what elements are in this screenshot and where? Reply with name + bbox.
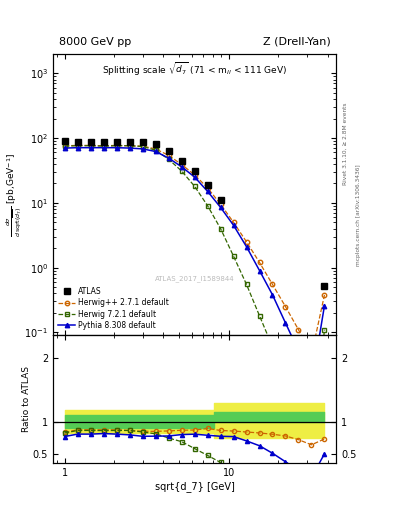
Text: ATLAS_2017_I1589844: ATLAS_2017_I1589844 [155,275,234,282]
Herwig++ 2.7.1 default [218,201,223,207]
Text: Splitting scale $\sqrt{d_7}$ (71 < m$_{ll}$ < 111 GeV): Splitting scale $\sqrt{d_7}$ (71 < m$_{l… [102,61,287,78]
Herwig++ 2.7.1 default [231,219,236,225]
Herwig++ 2.7.1 default [179,161,184,167]
Herwig++ 2.7.1 default [114,142,119,148]
Herwig 7.2.1 default [101,143,106,149]
Herwig++ 2.7.1 default [205,185,210,191]
Pythia 8.308 default [218,204,223,210]
Herwig 7.2.1 default [205,203,210,209]
Herwig 7.2.1 default [270,344,275,350]
Pythia 8.308 default [179,164,184,170]
Herwig++ 2.7.1 default [153,146,158,152]
Herwig++ 2.7.1 default [192,172,197,178]
Pythia 8.308 default [296,348,301,354]
Pythia 8.308 default [257,267,262,273]
Pythia 8.308 default [114,144,119,151]
Herwig++ 2.7.1 default [140,143,145,149]
Herwig 7.2.1 default [296,414,301,420]
Text: Rivet 3.1.10, ≥ 2.8M events: Rivet 3.1.10, ≥ 2.8M events [343,102,348,185]
Herwig 7.2.1 default [114,143,119,149]
Pythia 8.308 default [192,174,197,180]
Herwig++ 2.7.1 default [88,142,93,148]
Pythia 8.308 default [205,188,210,195]
Pythia 8.308 default [75,144,80,151]
Pythia 8.308 default [62,145,67,151]
Herwig++ 2.7.1 default [127,143,132,149]
Pythia 8.308 default [270,292,275,298]
Herwig 7.2.1 default [62,143,67,149]
Herwig++ 2.7.1 default [322,292,327,298]
Y-axis label: $\frac{d\sigma}{d\,\mathrm{sqrt}(\overline{d_{7}})}$ [pb,GeV$^{-1}$]: $\frac{d\sigma}{d\,\mathrm{sqrt}(\overli… [4,153,23,237]
Pythia 8.308 default [309,381,314,387]
Pythia 8.308 default [322,303,327,309]
Pythia 8.308 default [140,146,145,152]
Pythia 8.308 default [244,244,249,250]
Herwig++ 2.7.1 default [62,143,67,149]
Pythia 8.308 default [101,144,106,151]
Herwig 7.2.1 default [322,327,327,333]
Line: Herwig++ 2.7.1 default: Herwig++ 2.7.1 default [62,143,327,357]
Herwig 7.2.1 default [153,147,158,153]
Herwig 7.2.1 default [231,253,236,259]
Pythia 8.308 default [153,148,158,155]
Herwig 7.2.1 default [309,452,314,458]
Herwig 7.2.1 default [257,313,262,319]
Herwig 7.2.1 default [192,183,197,189]
Herwig 7.2.1 default [283,377,288,383]
X-axis label: sqrt{d_7} [GeV]: sqrt{d_7} [GeV] [154,481,235,492]
Herwig++ 2.7.1 default [270,282,275,288]
Legend: ATLAS, Herwig++ 2.7.1 default, Herwig 7.2.1 default, Pythia 8.308 default: ATLAS, Herwig++ 2.7.1 default, Herwig 7.… [57,286,171,332]
Herwig 7.2.1 default [140,143,145,150]
Text: Z (Drell-Yan): Z (Drell-Yan) [263,37,331,47]
Herwig 7.2.1 default [244,282,249,288]
Herwig++ 2.7.1 default [244,239,249,245]
Herwig++ 2.7.1 default [257,260,262,266]
Herwig 7.2.1 default [166,156,171,162]
Herwig 7.2.1 default [179,168,184,174]
Herwig++ 2.7.1 default [101,143,106,149]
Pythia 8.308 default [127,145,132,151]
Y-axis label: Ratio to ATLAS: Ratio to ATLAS [22,367,31,432]
Herwig 7.2.1 default [75,143,80,149]
Herwig 7.2.1 default [127,143,132,149]
Pythia 8.308 default [231,222,236,228]
Herwig++ 2.7.1 default [296,327,301,333]
Herwig 7.2.1 default [88,143,93,149]
Herwig++ 2.7.1 default [75,142,80,148]
Herwig 7.2.1 default [218,226,223,232]
Pythia 8.308 default [166,155,171,161]
Text: 8000 GeV pp: 8000 GeV pp [59,37,131,47]
Line: Herwig 7.2.1 default: Herwig 7.2.1 default [62,143,327,457]
Herwig++ 2.7.1 default [309,352,314,358]
Herwig++ 2.7.1 default [166,152,171,158]
Pythia 8.308 default [88,144,93,151]
Text: mcplots.cern.ch [arXiv:1306.3436]: mcplots.cern.ch [arXiv:1306.3436] [356,164,361,266]
Herwig++ 2.7.1 default [283,304,288,310]
Pythia 8.308 default [283,320,288,326]
Line: Pythia 8.308 default: Pythia 8.308 default [62,145,327,386]
